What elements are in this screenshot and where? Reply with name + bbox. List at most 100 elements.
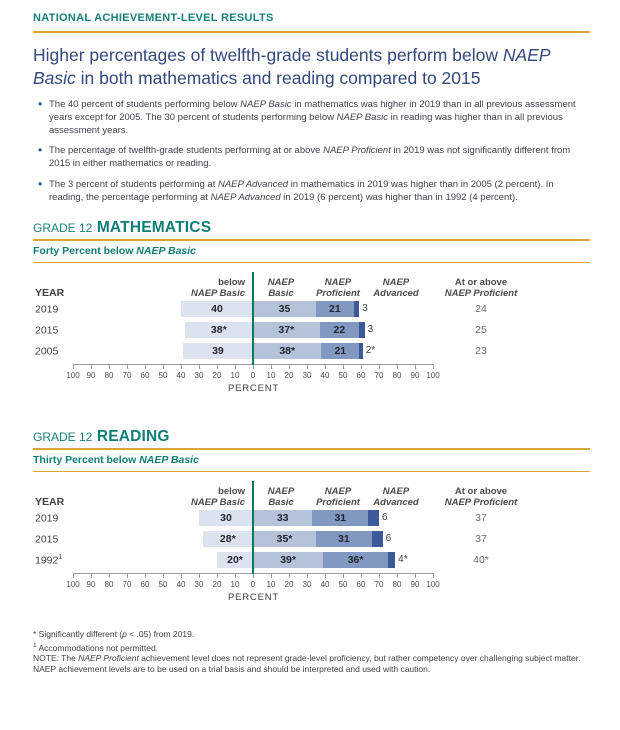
bar-advanced bbox=[359, 321, 365, 338]
bullet-text: in 2019 (6 percent) was higher than in 1… bbox=[280, 191, 518, 203]
axis-tick-label: 30 bbox=[194, 370, 204, 380]
year-label: 2019 bbox=[35, 303, 59, 316]
header-line: NAEP bbox=[382, 485, 410, 497]
axis-tick-label: 90 bbox=[86, 579, 96, 589]
at-or-above-value: 24 bbox=[475, 302, 487, 315]
at-or-above-value: 23 bbox=[475, 344, 487, 357]
axis-tick-label: 60 bbox=[356, 579, 366, 589]
bullet-text: The percentage of twelfth-grade students… bbox=[49, 145, 324, 157]
col-header-below-basic: below NAEP Basic bbox=[33, 277, 245, 300]
bullet-italic: NAEP Basic bbox=[240, 99, 292, 110]
axis-tick-label: 30 bbox=[302, 579, 312, 589]
math-section: GRADE 12 MATHEMATICS Forty Percent below… bbox=[33, 219, 590, 398]
header-line: At or above bbox=[454, 485, 508, 497]
bar-value: 21 bbox=[334, 344, 347, 357]
header-line: Basic bbox=[268, 288, 294, 300]
axis-tick-label: 50 bbox=[338, 370, 348, 380]
right-bar-zone: 35 21 3 bbox=[253, 300, 368, 317]
header-line: Basic bbox=[268, 497, 294, 509]
bar-value: 31 bbox=[338, 532, 350, 545]
col-header-at-or-above: At or above NAEP Proficient bbox=[427, 277, 535, 300]
header-line: NAEP bbox=[324, 276, 352, 288]
bar-value: 38* bbox=[279, 344, 296, 357]
subject-label: READING bbox=[96, 427, 170, 445]
bullet-italic: NAEP Basic bbox=[336, 111, 389, 123]
advanced-value-label: 6 bbox=[381, 512, 388, 524]
bar-advanced bbox=[368, 509, 379, 526]
axis-tick-label: 60 bbox=[356, 370, 366, 380]
bar-basic: 35 bbox=[253, 300, 316, 317]
header-line: NAEP bbox=[267, 276, 295, 288]
right-bar-zone: 38* 21 2* bbox=[253, 342, 376, 359]
reading-chart-subtitle: Thirty Percent below NAEP Basic bbox=[33, 450, 590, 471]
header-line: below bbox=[218, 276, 245, 288]
subtitle-text: Forty Percent below bbox=[33, 244, 137, 257]
axis-tick-label: 70 bbox=[122, 579, 132, 589]
header-line: NAEP bbox=[382, 276, 410, 288]
bar-value: 39 bbox=[212, 344, 224, 357]
year-label: 2019 bbox=[35, 512, 59, 525]
left-bar-zone: 28* bbox=[33, 530, 253, 547]
axis-tick-label: 100 bbox=[426, 370, 440, 380]
axis-tick-label: 10 bbox=[266, 370, 276, 380]
list-item: The 3 percent of students performing at … bbox=[38, 178, 590, 205]
year-label: 19921 bbox=[35, 553, 63, 567]
bar-value: 22 bbox=[333, 323, 346, 336]
math-chart: YEAR below NAEP Basic NAEP Basic NAEP Profi… bbox=[33, 271, 590, 398]
axis-tick-label: 90 bbox=[410, 579, 420, 589]
header-line: NAEP Basic bbox=[190, 497, 245, 509]
axis-tick-label: 40 bbox=[176, 579, 186, 589]
bar-value: 39* bbox=[280, 553, 296, 566]
bar-value: 21 bbox=[329, 302, 341, 315]
axis-tick-label: 0 bbox=[250, 370, 256, 380]
headline-text: in both mathematics and reading compared… bbox=[75, 68, 481, 88]
key-findings-list: The 40 percent of students performing be… bbox=[33, 98, 590, 205]
bar-value: 28* bbox=[219, 532, 236, 545]
axis-tick-label: 80 bbox=[392, 579, 402, 589]
bullet-text: in 2019 was not significantly different … bbox=[49, 145, 571, 170]
header-line: Proficient bbox=[316, 497, 360, 509]
bar-value: 37* bbox=[278, 323, 295, 336]
reading-section-title: GRADE 12 READING bbox=[33, 428, 590, 446]
table-row: 2019 30 33 31 6 37 bbox=[33, 509, 590, 526]
axis-tick-labels: 100 90 80 70 60 50 40 30 20 10 0 10 20 30 40 50 60 70 80 90… bbox=[64, 580, 442, 589]
bar-advanced bbox=[387, 551, 396, 568]
bullet-italic: NAEP Proficient bbox=[323, 145, 391, 157]
bar-proficient: 21 bbox=[321, 342, 360, 359]
bar-proficient: 31 bbox=[316, 530, 372, 547]
zero-axis-line bbox=[252, 271, 254, 365]
bar-value: 38* bbox=[210, 323, 227, 336]
list-item: The 40 percent of students performing be… bbox=[38, 98, 590, 137]
footnote-significance: * Significantly different (p < .05) from… bbox=[33, 628, 195, 639]
year-column-header: YEAR bbox=[35, 496, 65, 509]
axis-tick-label: 60 bbox=[140, 370, 150, 380]
bullet-italic: NAEP Advanced bbox=[210, 191, 281, 203]
advanced-value-label: 2* bbox=[365, 345, 376, 357]
header-line: NAEP Proficient bbox=[444, 497, 518, 509]
axis-tick-label: 30 bbox=[302, 370, 312, 380]
reading-section: GRADE 12 READING Thirty Percent below NA… bbox=[33, 428, 590, 607]
left-bar-zone: 30 bbox=[33, 509, 253, 526]
subtitle-italic: NAEP Basic bbox=[139, 453, 199, 466]
column-headers: YEAR below NAEP Basic NAEP Basic NAEP Profi… bbox=[33, 481, 590, 510]
year-column-header: YEAR bbox=[35, 287, 65, 300]
bullet-text: in mathematics was higher in 2019 than i… bbox=[49, 99, 576, 123]
bullet-italic: NAEP Advanced bbox=[217, 178, 289, 190]
right-bar-zone: 39* 36* 4* bbox=[253, 551, 408, 568]
subtitle-text: Thirty Percent below bbox=[33, 453, 140, 466]
col-header-basic: NAEP Basic bbox=[249, 486, 313, 509]
table-row: 2005 39 38* 21 2* 23 bbox=[33, 342, 590, 359]
col-header-advanced: NAEP Advanced bbox=[359, 277, 433, 300]
percent-axis: 100 90 80 70 60 50 40 30 20 10 0 10 20 30 40 50 60 70 80 90… bbox=[33, 572, 590, 607]
bar-value: 31 bbox=[334, 511, 347, 524]
left-bar-zone: 20* bbox=[33, 551, 253, 568]
axis-title: PERCENT bbox=[228, 382, 279, 394]
bullet-text: The 3 percent of students performing at bbox=[49, 178, 218, 190]
gold-rule bbox=[33, 261, 590, 263]
bar-advanced bbox=[353, 300, 360, 317]
axis-tick-labels: 100 90 80 70 60 50 40 30 20 10 0 10 20 30 40 50 60 70 80 90… bbox=[64, 371, 442, 380]
col-header-proficient: NAEP Proficient bbox=[301, 277, 375, 300]
bar-below-basic: 39 bbox=[182, 342, 253, 359]
header-line: NAEP Proficient bbox=[444, 288, 518, 300]
axis-tick-label: 70 bbox=[122, 370, 132, 380]
